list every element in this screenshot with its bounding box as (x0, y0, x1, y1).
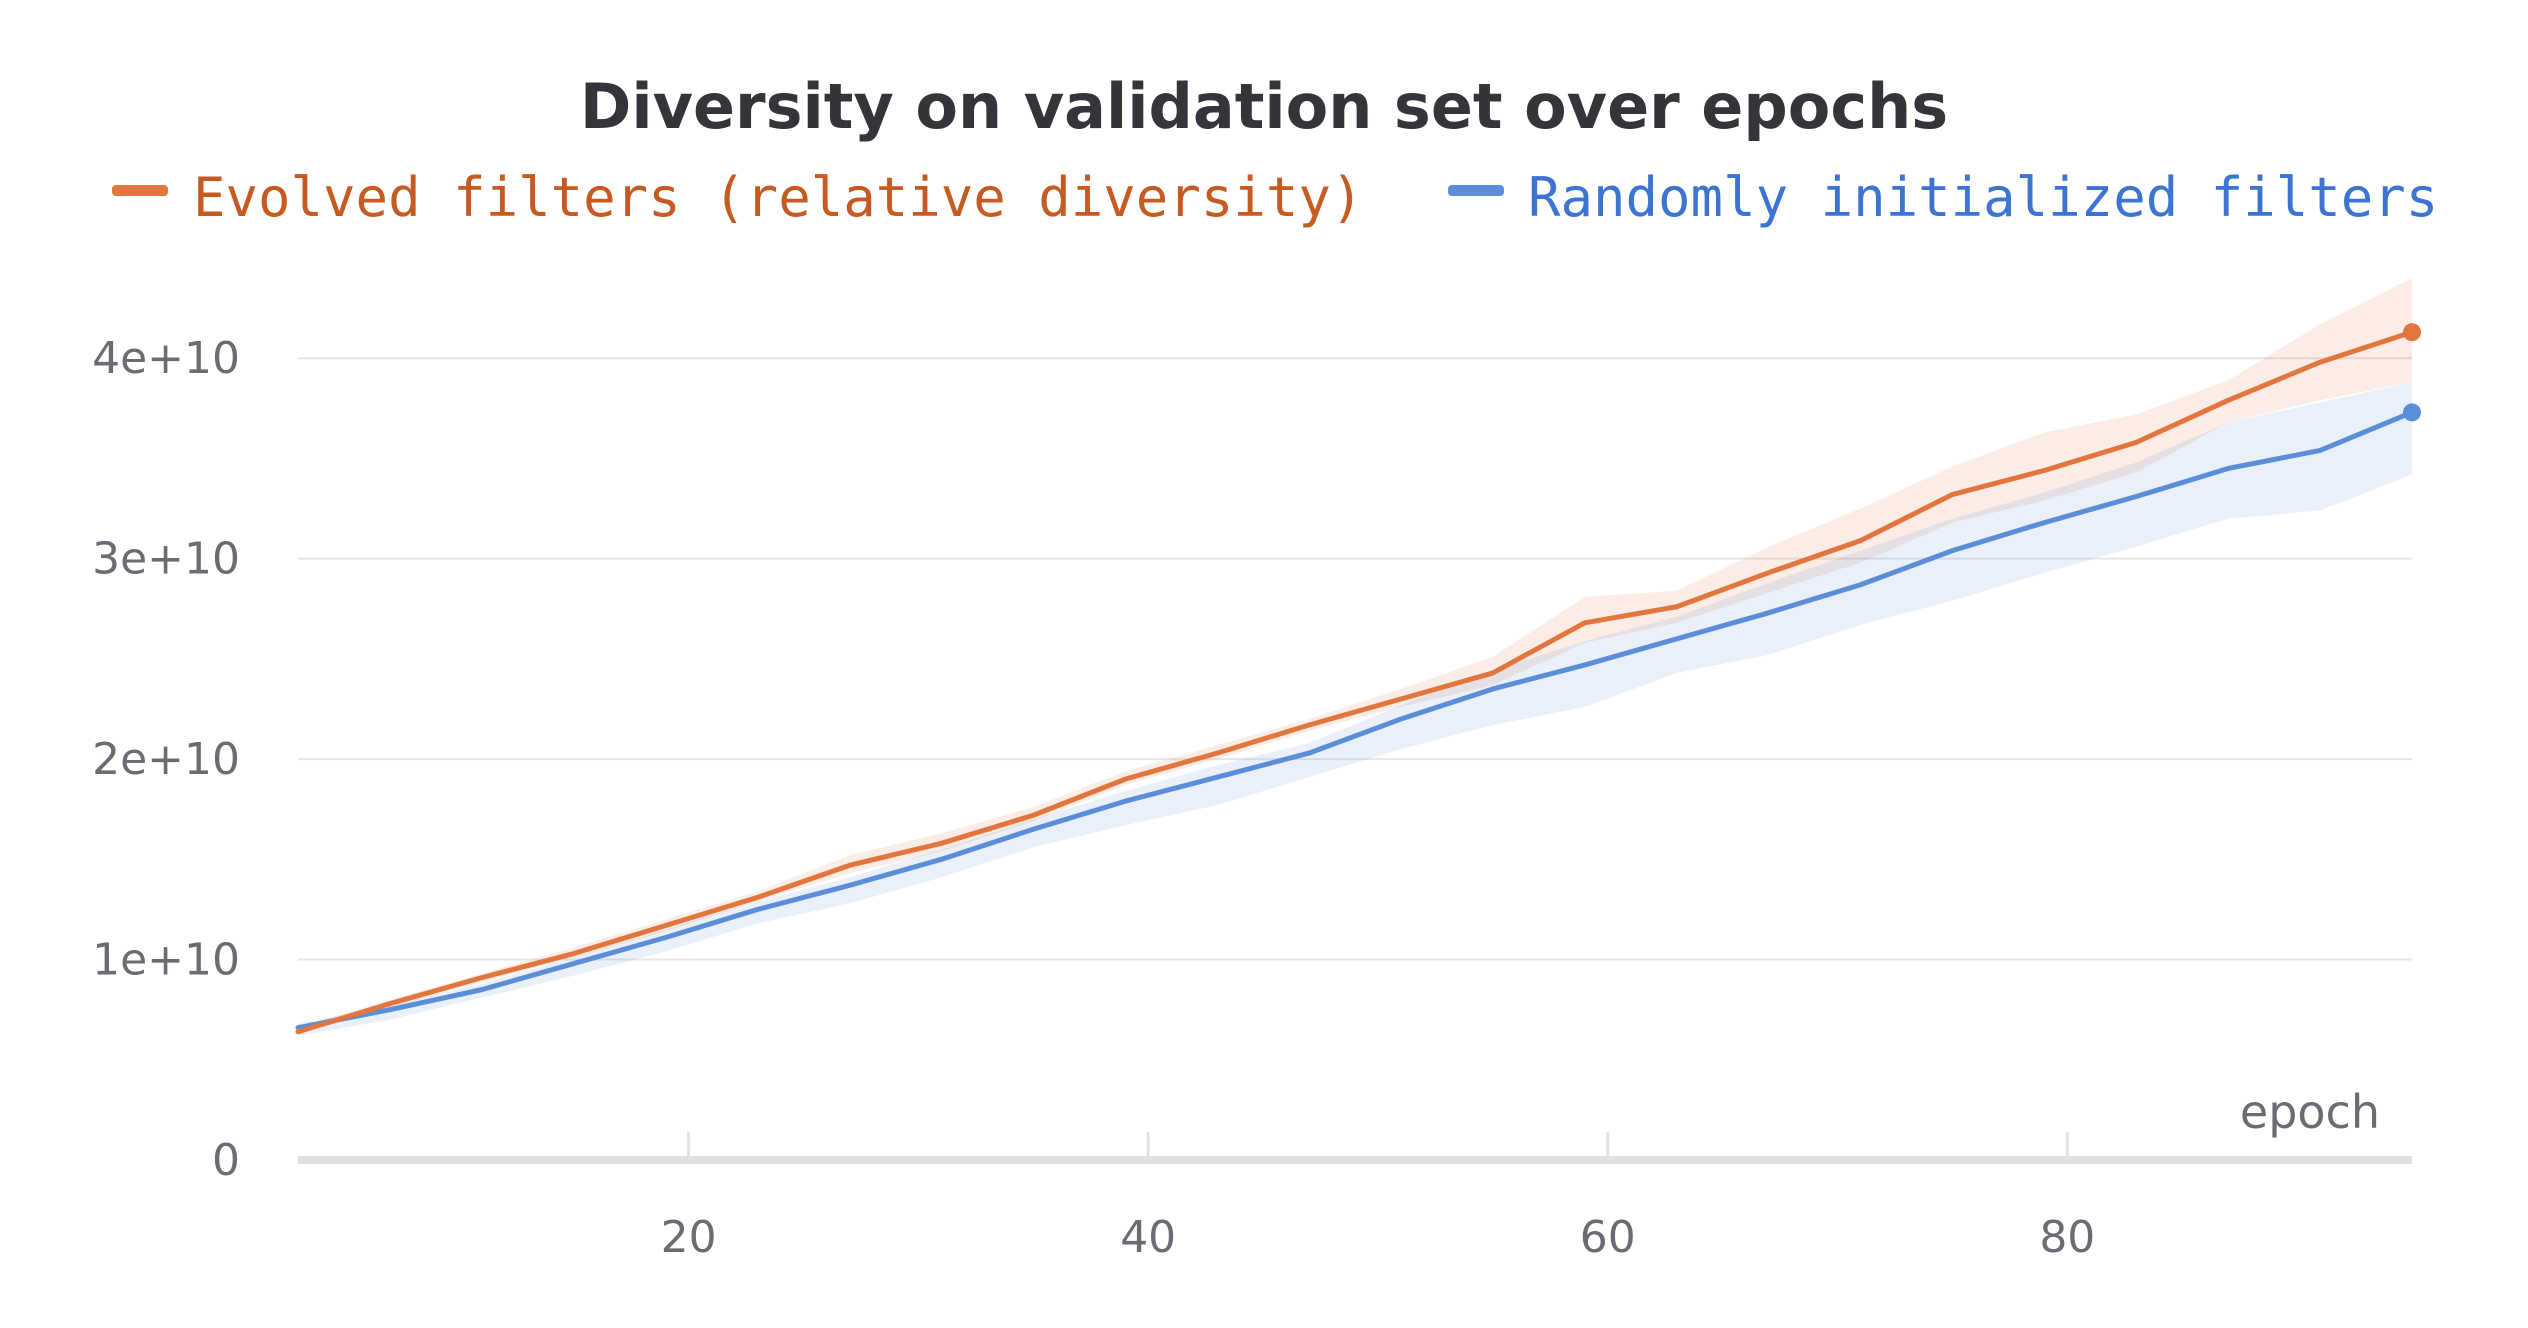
series-end-point-evolved[interactable] (2403, 323, 2421, 342)
y-tick-label: 3e+10 (92, 534, 240, 585)
chart-title: Diversity on validation set over epochs (580, 70, 1948, 143)
legend-label-random: Randomly initialized filters (1528, 166, 2438, 229)
x-tick-label: 60 (1580, 1212, 1636, 1263)
legend-item-random[interactable]: Randomly initialized filters (1448, 166, 2438, 229)
legend-item-evolved[interactable]: Evolved filters (relative diversity) (112, 166, 1363, 229)
y-tick-label: 1e+10 (92, 935, 240, 986)
y-tick-label: 2e+10 (92, 734, 240, 785)
x-tick-label: 80 (2039, 1212, 2095, 1263)
x-tick-label: 20 (661, 1212, 717, 1263)
series-lines (295, 323, 2421, 1035)
y-axis: 0 1e+10 2e+10 3e+10 4e+10 (92, 333, 240, 1186)
x-tick-label: 40 (1120, 1212, 1176, 1263)
y-tick-label: 0 (212, 1135, 240, 1186)
legend-label-evolved: Evolved filters (relative diversity) (193, 166, 1363, 229)
confidence-band-evolved (298, 278, 2412, 1034)
series-line-evolved[interactable] (295, 329, 2415, 1035)
confidence-bands (298, 278, 2412, 1036)
y-tick-label: 4e+10 (92, 333, 240, 384)
grid-lines (298, 357, 2412, 961)
confidence-band-random (298, 382, 2412, 1036)
x-axis-label: epoch (2240, 1085, 2380, 1139)
legend-swatch-random (1448, 185, 1504, 196)
x-axis: 20 40 60 80 (298, 1132, 2412, 1263)
legend: Evolved filters (relative diversity) Ran… (112, 166, 2438, 229)
series-end-point-random[interactable] (2403, 403, 2421, 422)
legend-swatch-evolved (112, 185, 168, 196)
series-line-random[interactable] (295, 409, 2415, 1031)
